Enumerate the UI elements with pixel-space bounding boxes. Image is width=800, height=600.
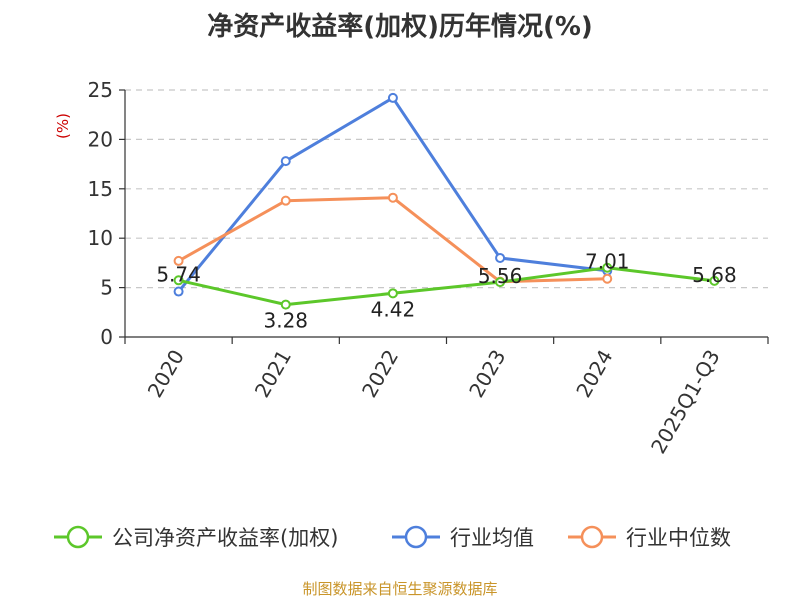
- series-1-point: [387, 92, 398, 103]
- x-tick-label: 2022: [357, 346, 403, 402]
- data-label: 5.56: [478, 264, 523, 288]
- data-label: 7.01: [585, 250, 630, 274]
- data-label: 5.74: [156, 262, 201, 286]
- series-2-point: [602, 273, 613, 284]
- legend-marker-2: [580, 525, 604, 549]
- series-1-point: [495, 252, 506, 263]
- series-0-point: [173, 275, 184, 286]
- y-tick-label: 0: [100, 325, 113, 349]
- legend-label-2: 行业中位数: [626, 526, 731, 550]
- data-label: 4.42: [371, 297, 416, 321]
- legend-marker-1: [404, 525, 428, 549]
- x-tick-label: 2023: [464, 346, 510, 402]
- y-tick-label: 5: [100, 276, 113, 300]
- x-tick-label: 2021: [250, 346, 296, 402]
- y-tick-label: 10: [88, 226, 113, 250]
- series-0-point: [387, 288, 398, 299]
- y-tick-label: 20: [88, 127, 113, 151]
- series-0-point: [602, 262, 613, 273]
- series-line-0: [178, 266, 715, 307]
- legend-label-1: 行业均值: [450, 526, 534, 550]
- series-2-point: [280, 195, 291, 206]
- series-0-point: [495, 277, 506, 288]
- series-0-point: [709, 275, 720, 286]
- legend: 公司净资产收益率(加权) 行业均值 行业中位数: [54, 525, 731, 550]
- y-tick-label: 15: [88, 177, 113, 201]
- data-label: 3.28: [263, 309, 308, 333]
- series-2-point: [173, 255, 184, 266]
- gridlines: [125, 89, 768, 289]
- series-1-point: [280, 156, 291, 167]
- data-label: 5.68: [692, 263, 737, 287]
- series-line-2: [177, 196, 608, 284]
- legend-marker-0: [66, 525, 90, 549]
- legend-label-0: 公司净资产收益率(加权): [112, 526, 338, 550]
- y-axis-label: (%): [54, 113, 72, 139]
- x-tick-label: 2020: [143, 346, 189, 402]
- source-note: 制图数据来自恒生聚源数据库: [302, 580, 497, 598]
- y-tick-label: 25: [88, 78, 113, 102]
- series-0-point: [280, 299, 291, 310]
- x-tick-label: 2024: [571, 346, 617, 402]
- x-tick-label: 2025Q1-Q3: [646, 346, 725, 458]
- data-labels: 5.74 3.28 4.42 5.56 7.01 5.68: [156, 250, 736, 333]
- series-1-point: [173, 286, 184, 297]
- series-2-point: [387, 192, 398, 203]
- series-layer: [173, 92, 720, 310]
- chart-title: 净资产收益率(加权)历年情况(%): [207, 11, 593, 42]
